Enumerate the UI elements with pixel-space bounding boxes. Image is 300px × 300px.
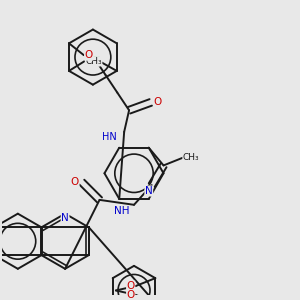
Text: O: O (127, 281, 135, 291)
Text: N: N (61, 213, 69, 223)
Text: O: O (85, 50, 93, 60)
Text: CH₃: CH₃ (85, 56, 102, 65)
Text: N: N (145, 186, 153, 196)
Text: O: O (71, 177, 79, 187)
Text: CH₃: CH₃ (183, 153, 200, 162)
Text: O: O (154, 98, 162, 107)
Text: NH: NH (114, 206, 129, 216)
Text: O: O (127, 290, 135, 300)
Text: HN: HN (101, 132, 116, 142)
Text: Cl: Cl (90, 56, 100, 66)
